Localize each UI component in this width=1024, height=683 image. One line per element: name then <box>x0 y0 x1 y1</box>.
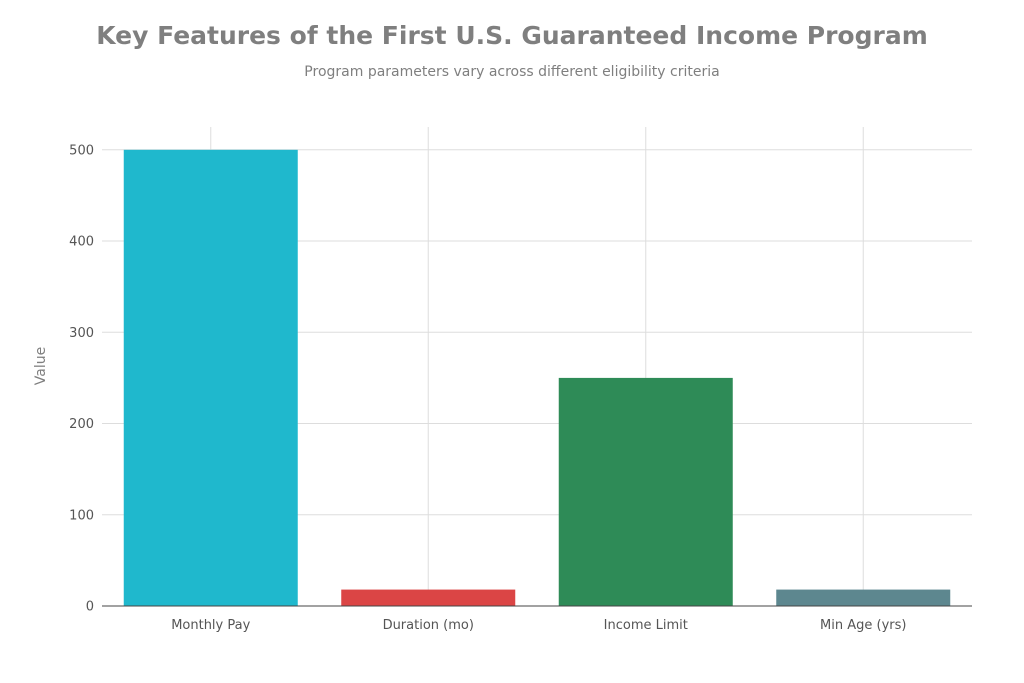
bar <box>341 589 516 606</box>
bars <box>123 149 951 607</box>
bar <box>123 149 298 607</box>
x-tick-label: Income Limit <box>604 618 688 633</box>
chart-title: Key Features of the First U.S. Guarantee… <box>96 21 928 50</box>
x-tick-label: Duration (mo) <box>383 618 474 633</box>
y-tick-label: 300 <box>69 326 94 341</box>
y-tick-label: 100 <box>69 508 94 523</box>
y-tick-label: 200 <box>69 417 94 432</box>
x-tick-label: Monthly Pay <box>171 618 250 633</box>
axes: 0 100 200 300 400 500 Monthly Pay Duration (mo)… <box>69 143 972 633</box>
y-tick-label: 500 <box>69 143 94 158</box>
y-tick-label: 0 <box>86 600 94 615</box>
y-tick-label: 400 <box>69 235 94 250</box>
bar <box>776 589 951 606</box>
bar <box>558 377 733 606</box>
x-tick-label: Min Age (yrs) <box>820 618 906 633</box>
y-axis-label: Value <box>33 347 49 385</box>
chart-subtitle: Program parameters vary across different… <box>304 64 719 80</box>
